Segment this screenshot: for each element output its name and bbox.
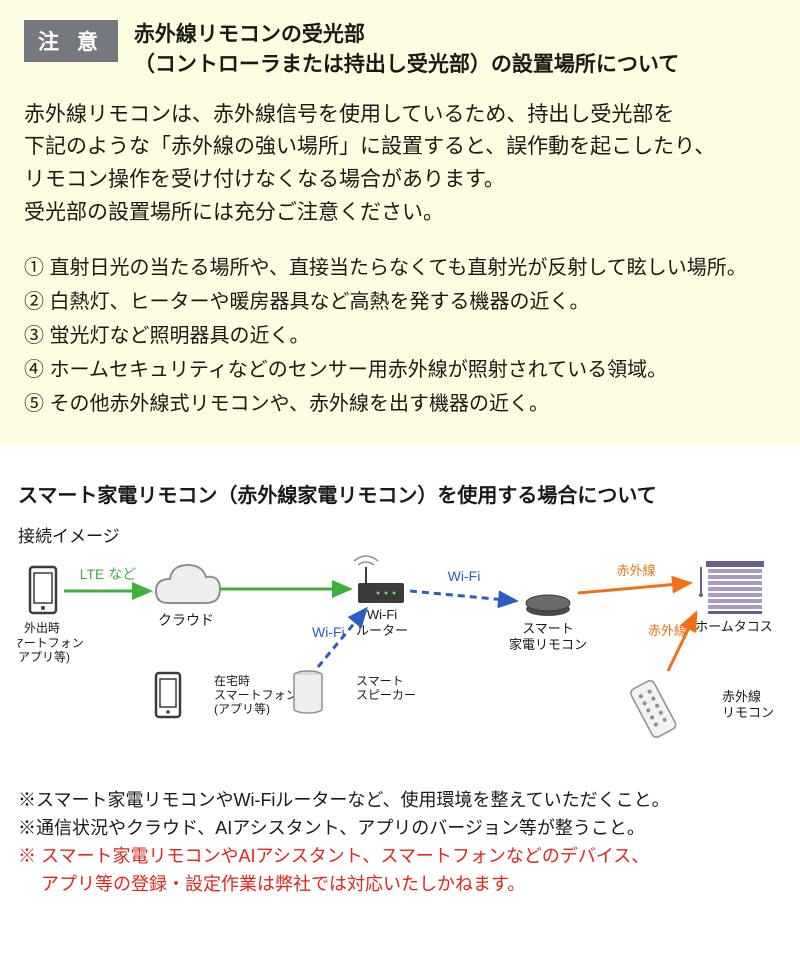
ir-label: 赤外線 [648,623,687,638]
note-line-red: アプリ等の登録・設定作業は弊社では対応いたしかねます。 [18,871,782,899]
smartphone-out-icon [30,567,56,613]
note-line: ※通信状況やクラウド、AIアシスタント、アプリのバージョン等が整うこと。 [18,815,782,843]
smart-remote-label: スマート [522,621,574,636]
blinds-icon [699,561,764,614]
arrow-ir-bottom [668,613,696,671]
router-label: ルーター [356,623,408,638]
ir-remote-label: リモコン [722,705,774,720]
note-line: ※スマート家電リモコンやWi-Fiルーターなど、使用環境を整えていただくこと。 [18,787,782,815]
phone-home-label: 在宅時 [214,673,250,688]
cloud-icon [156,565,220,603]
ir-remote-label: 赤外線 [722,689,761,704]
phone-home-label: スマートフォン [214,688,298,702]
phone-home-label: (アプリ等) [214,702,270,716]
connection-diagram: 外出時 スマートフォン (アプリ等) LTE など クラウド Wi-Fi ルータ… [18,553,782,773]
note-line-red: ※ スマート家電リモコンやAIアシスタント、スマートフォンなどのデバイス、 [18,843,782,871]
phone-out-label: 外出時 [24,621,60,635]
diagram-subtitle: 接続イメージ [18,522,782,547]
caution-body-line: 下記のような「赤外線の強い場所」に設置すると、誤作動を起こしたり、 [24,131,776,164]
cloud-label: クラウド [158,612,214,628]
lte-label: LTE など [80,566,137,582]
caution-item: ① 直射日光の当たる場所や、直接当たらなくても直射光が反射して眩しい場所。 [24,251,776,285]
caution-header: 注 意 赤外線リモコンの受光部 （コントローラまたは持出し受光部）の設置場所につ… [24,20,776,81]
smartphone-home-icon [156,673,180,717]
caution-body-line: 受光部の設置場所には充分ご注意ください。 [24,197,776,230]
ir-remote-icon [629,679,677,739]
caution-item: ④ ホームセキュリティなどのセンサー用赤外線が照射されている領域。 [24,353,776,387]
caution-list: ① 直射日光の当たる場所や、直接当たらなくても直射光が反射して眩しい場所。 ② … [24,251,776,421]
wifi-label: Wi-Fi [448,568,481,584]
caution-body-line: リモコン操作を受け付けなくなる場合があります。 [24,164,776,197]
caution-title-line: （コントローラまたは持出し受光部）の設置場所について [134,50,679,80]
caution-title-line: 赤外線リモコンの受光部 [134,20,679,50]
caution-item: ② 白熱灯、ヒーターや暖房器具など高熱を発する機器の近く。 [24,285,776,319]
blinds-label: ホームタコス [695,619,773,634]
ir-label: 赤外線 [616,563,655,578]
arrow-wifi-remote [410,591,516,601]
wifi-label: Wi-Fi [312,624,345,640]
diagram-wrap: 接続イメージ 外出時 スマートフォン (アプリ等) LTE など [0,522,800,773]
phone-out-label: スマートフォン [18,636,84,650]
smart-remote-icon [526,595,570,616]
notes: ※スマート家電リモコンやWi-Fiルーターなど、使用環境を整えていただくこと。 … [0,773,800,919]
smart-remote-label: 家電リモコン [509,637,587,652]
speaker-label: スマート [356,674,404,688]
speaker-icon [294,671,322,713]
speaker-label: スピーカー [356,688,416,702]
phone-out-label: (アプリ等) [18,650,70,664]
section-heading: スマート家電リモコン（赤外線家電リモコン）を使用する場合について [18,479,800,508]
caution-badge: 注 意 [24,20,118,62]
caution-item: ③ 蛍光灯など照明器具の近く。 [24,319,776,353]
caution-title: 赤外線リモコンの受光部 （コントローラまたは持出し受光部）の設置場所について [134,20,679,81]
caution-body-line: 赤外線リモコンは、赤外線信号を使用しているため、持出し受光部を [24,99,776,132]
router-label: Wi-Fi [367,607,397,622]
router-icon [354,556,404,603]
caution-box: 注 意 赤外線リモコンの受光部 （コントローラまたは持出し受光部）の設置場所につ… [0,0,800,445]
caution-item: ⑤ その他赤外線式リモコンや、赤外線を出す機器の近く。 [24,387,776,421]
arrow-ir-top [578,583,690,593]
caution-body: 赤外線リモコンは、赤外線信号を使用しているため、持出し受光部を 下記のような「赤… [24,99,776,229]
